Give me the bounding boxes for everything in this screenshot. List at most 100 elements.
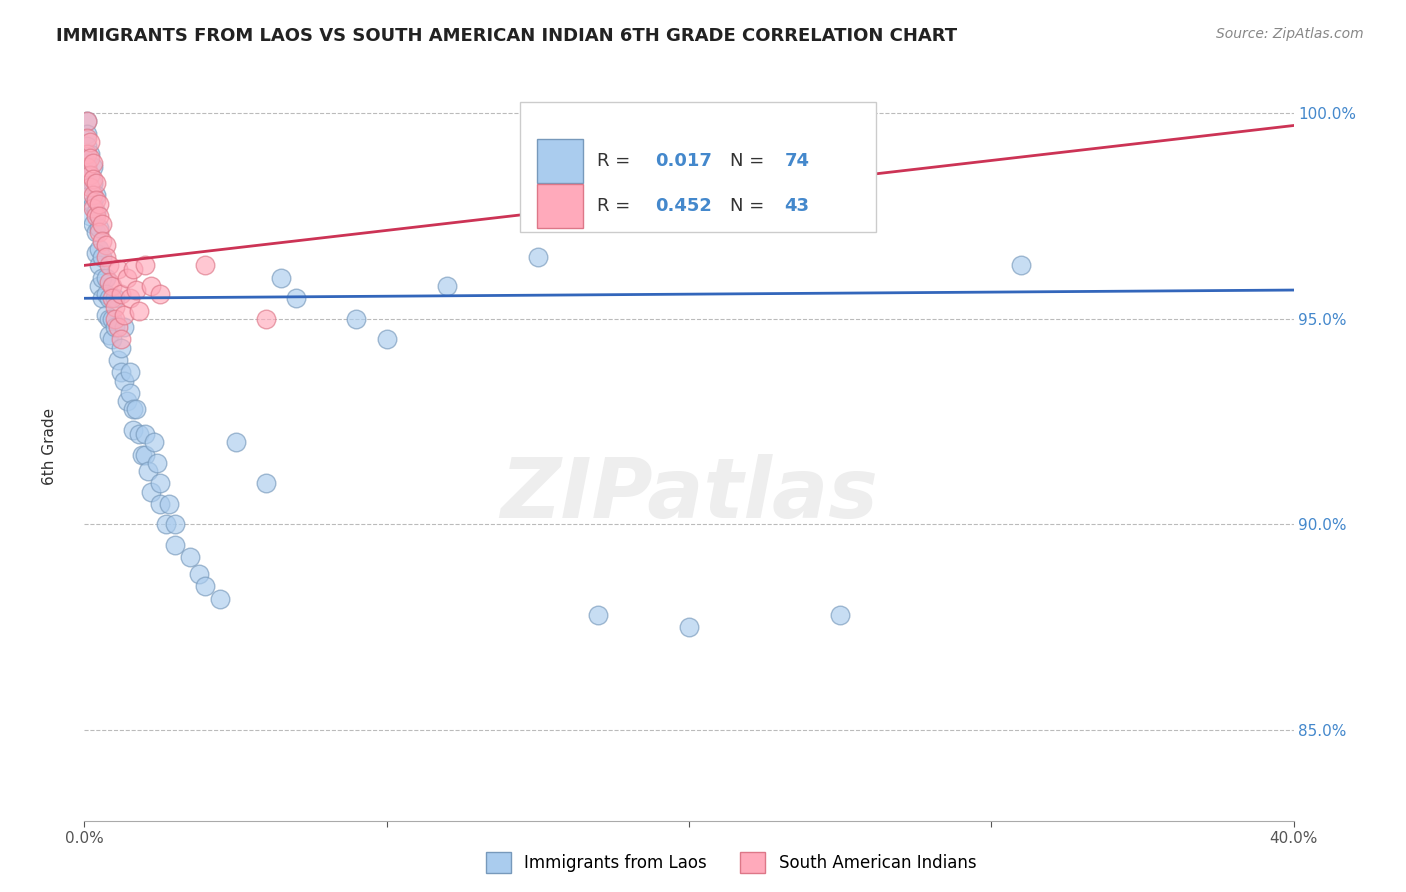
Point xyxy=(285,291,308,305)
Point xyxy=(121,262,143,277)
Point xyxy=(155,517,177,532)
Point xyxy=(97,291,120,305)
Point xyxy=(131,448,153,462)
Point xyxy=(76,114,98,128)
Point xyxy=(97,328,120,343)
Point xyxy=(346,311,368,326)
Point xyxy=(94,270,117,285)
Point xyxy=(146,456,169,470)
Point xyxy=(112,308,135,322)
Point xyxy=(100,311,122,326)
Point xyxy=(94,308,117,322)
Point xyxy=(79,147,101,161)
Point xyxy=(76,139,98,153)
Text: R =: R = xyxy=(598,197,636,215)
Point xyxy=(104,311,127,326)
Point xyxy=(79,135,101,149)
Text: IMMIGRANTS FROM LAOS VS SOUTH AMERICAN INDIAN 6TH GRADE CORRELATION CHART: IMMIGRANTS FROM LAOS VS SOUTH AMERICAN I… xyxy=(56,27,957,45)
Point xyxy=(149,497,172,511)
Point xyxy=(82,188,104,202)
Point xyxy=(97,311,120,326)
Point xyxy=(91,234,114,248)
Point xyxy=(79,168,101,182)
Point xyxy=(89,221,111,235)
Point xyxy=(830,607,852,622)
Point xyxy=(142,435,165,450)
Text: N =: N = xyxy=(730,197,770,215)
Point xyxy=(270,270,292,285)
Point xyxy=(527,250,550,264)
Point xyxy=(89,258,111,272)
Point xyxy=(194,258,217,272)
Point xyxy=(82,160,104,174)
Point xyxy=(89,196,111,211)
Point xyxy=(89,209,111,223)
Point xyxy=(110,341,132,355)
Point xyxy=(82,201,104,215)
FancyBboxPatch shape xyxy=(537,184,582,228)
Point xyxy=(97,275,120,289)
Point xyxy=(91,270,114,285)
Point xyxy=(82,172,104,186)
Point xyxy=(82,217,104,231)
Point xyxy=(104,320,127,334)
Point xyxy=(125,402,148,417)
Text: Source: ZipAtlas.com: Source: ZipAtlas.com xyxy=(1216,27,1364,41)
Point xyxy=(76,147,98,161)
Point xyxy=(107,353,129,368)
Point xyxy=(86,188,108,202)
Point xyxy=(76,155,98,169)
Point xyxy=(91,250,114,264)
Text: 0.452: 0.452 xyxy=(655,197,711,215)
Point xyxy=(79,152,101,166)
Point xyxy=(165,538,187,552)
Point xyxy=(82,196,104,211)
Point xyxy=(89,279,111,293)
Legend: Immigrants from Laos, South American Indians: Immigrants from Laos, South American Ind… xyxy=(479,846,983,880)
Point xyxy=(79,168,101,182)
Point xyxy=(100,279,122,293)
Point xyxy=(79,180,101,194)
Point xyxy=(100,332,122,346)
Text: N =: N = xyxy=(730,152,770,169)
Point xyxy=(118,365,141,379)
Point xyxy=(110,287,132,301)
Point xyxy=(104,291,127,305)
Point xyxy=(1011,258,1033,272)
Point xyxy=(125,283,148,297)
Point xyxy=(91,217,114,231)
Point xyxy=(112,374,135,388)
Point xyxy=(110,332,132,346)
Text: 74: 74 xyxy=(785,152,810,169)
Point xyxy=(115,394,138,409)
Point xyxy=(94,237,117,252)
Point xyxy=(588,607,610,622)
Point xyxy=(375,332,398,346)
Point xyxy=(112,320,135,334)
Text: ZIPatlas: ZIPatlas xyxy=(501,454,877,535)
Point xyxy=(94,250,117,264)
Point xyxy=(79,209,101,223)
Point xyxy=(89,242,111,256)
Point xyxy=(134,258,156,272)
Point xyxy=(165,517,187,532)
Point xyxy=(94,287,117,301)
Point xyxy=(134,427,156,442)
Point xyxy=(86,205,108,219)
Point xyxy=(128,303,150,318)
Point xyxy=(149,287,172,301)
Point xyxy=(436,279,458,293)
FancyBboxPatch shape xyxy=(520,103,876,232)
Point xyxy=(76,127,98,141)
Point xyxy=(149,476,172,491)
Point xyxy=(107,262,129,277)
Point xyxy=(678,620,700,634)
Point xyxy=(179,550,201,565)
Point xyxy=(134,448,156,462)
Text: 43: 43 xyxy=(785,197,810,215)
Point xyxy=(118,291,141,305)
Point xyxy=(225,435,247,450)
Point xyxy=(104,300,127,314)
Point xyxy=(82,155,104,169)
Point xyxy=(86,176,108,190)
